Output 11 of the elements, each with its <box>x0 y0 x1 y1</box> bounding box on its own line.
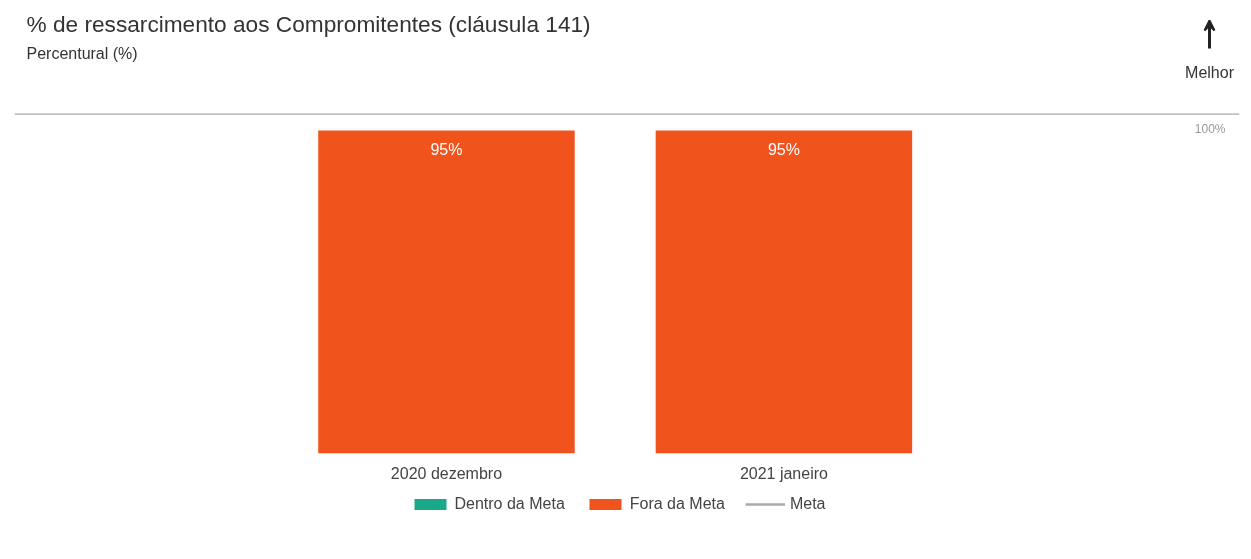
data-label: 95% <box>430 140 463 158</box>
chart-title: % de ressarcimento aos Compromitentes (cláusula 141) <box>26 10 591 37</box>
legend-label: Meta <box>789 495 826 513</box>
data-label: 95% <box>767 140 800 158</box>
legend-label: Fora da Meta <box>629 495 725 513</box>
legend-label: Dentro da Meta <box>454 495 565 513</box>
x-tick-label: 2021 janeiro <box>739 464 829 482</box>
text: Percentural (%) <box>26 44 138 62</box>
annotation: 100% <box>1194 121 1226 136</box>
x-tick-label: 2020 dezembro <box>390 464 503 482</box>
text: Melhor <box>1185 63 1235 81</box>
